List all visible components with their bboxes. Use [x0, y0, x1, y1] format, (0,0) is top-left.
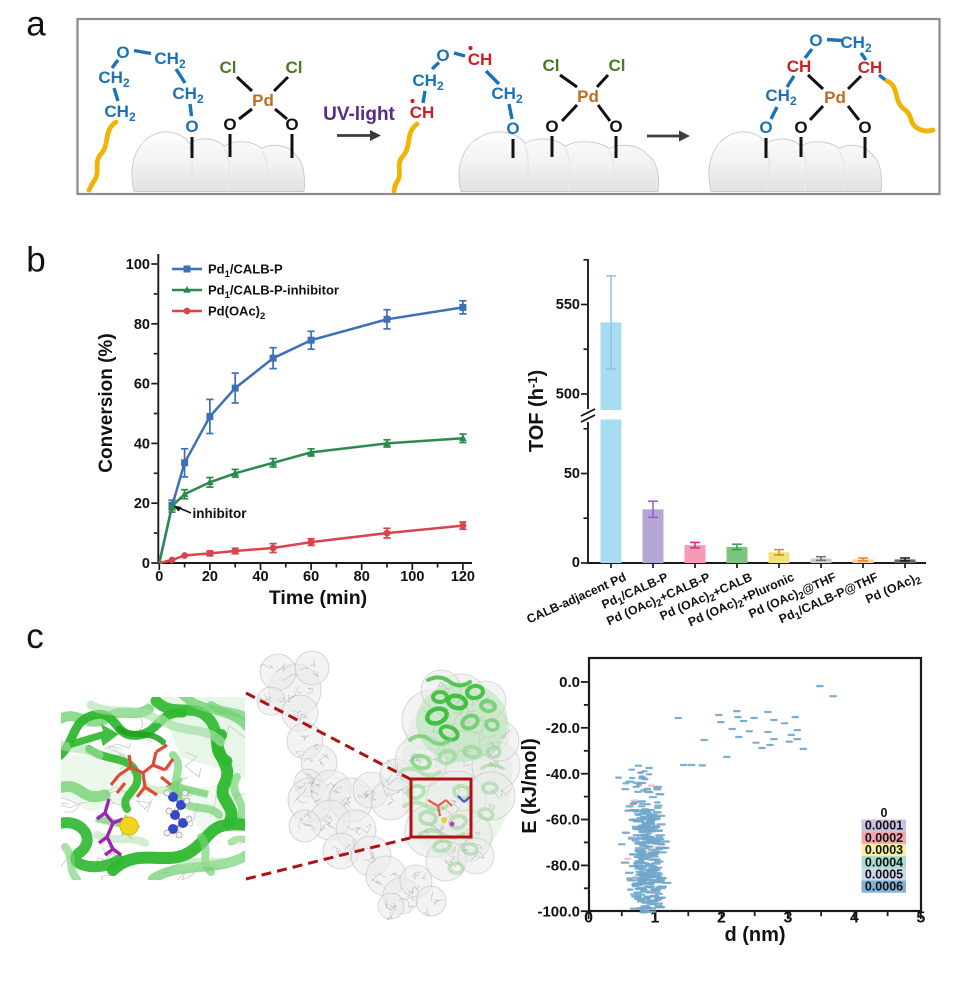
svg-text:CH2: CH2 — [98, 68, 130, 90]
svg-text:O: O — [116, 43, 129, 62]
svg-text:50: 50 — [564, 466, 580, 482]
svg-text:Pd1​/CALB-P-inhibitor: Pd1​/CALB-P-inhibitor — [208, 283, 339, 302]
svg-text:0.0: 0.0 — [559, 674, 580, 691]
svg-text:0.0003: 0.0003 — [865, 843, 903, 857]
svg-text:CH: CH — [468, 50, 493, 69]
svg-text:-80.0: -80.0 — [546, 858, 580, 875]
svg-text:0: 0 — [584, 910, 593, 927]
svg-text:0.0002: 0.0002 — [865, 831, 903, 845]
svg-text:3: 3 — [783, 910, 792, 927]
svg-text:40: 40 — [252, 569, 268, 585]
svg-text:Pd: Pd — [824, 88, 846, 107]
svg-text:0.0004: 0.0004 — [865, 855, 903, 869]
svg-text:60: 60 — [303, 569, 319, 585]
svg-text:500: 500 — [556, 387, 580, 403]
svg-text:O: O — [858, 118, 871, 137]
svg-text:c: c — [26, 617, 44, 656]
svg-text:Time (min): Time (min) — [269, 587, 367, 609]
svg-text:CH2: CH2 — [172, 84, 204, 106]
svg-text:0: 0 — [572, 555, 580, 571]
svg-text:Conversion (%): Conversion (%) — [96, 333, 117, 472]
svg-text:Cl: Cl — [609, 56, 626, 75]
svg-text:inhibitor: inhibitor — [193, 506, 248, 521]
svg-text:CH2: CH2 — [765, 86, 797, 108]
svg-text:UV-light: UV-light — [323, 104, 395, 125]
svg-text:a: a — [26, 5, 46, 44]
svg-text:20: 20 — [202, 569, 218, 585]
svg-text:80: 80 — [354, 569, 370, 585]
svg-text:60: 60 — [134, 377, 150, 393]
svg-text:-40.0: -40.0 — [546, 766, 580, 783]
svg-text:CH2: CH2 — [104, 102, 136, 124]
svg-text:CH2: CH2 — [154, 49, 186, 71]
svg-text:0: 0 — [142, 556, 150, 572]
svg-text:O: O — [794, 118, 807, 137]
svg-text:Pd: Pd — [252, 91, 274, 110]
svg-text:Cl: Cl — [286, 58, 303, 77]
svg-text:-100.0: -100.0 — [537, 903, 580, 920]
svg-text:550: 550 — [556, 297, 580, 313]
svg-text:CH2: CH2 — [491, 84, 523, 106]
svg-text:O: O — [545, 117, 558, 136]
svg-text:E (kJ/mol): E (kJ/mol) — [519, 738, 541, 834]
svg-text:120: 120 — [451, 569, 475, 585]
svg-text:-20.0: -20.0 — [546, 720, 580, 737]
svg-text:O: O — [609, 117, 622, 136]
svg-text:80: 80 — [134, 317, 150, 333]
svg-text:100: 100 — [400, 569, 424, 585]
svg-text:O: O — [436, 46, 449, 65]
svg-text:40: 40 — [134, 436, 150, 452]
svg-text:5: 5 — [916, 910, 925, 927]
svg-text:b: b — [26, 241, 45, 280]
svg-text:CH2: CH2 — [412, 71, 444, 93]
svg-text:100: 100 — [126, 257, 150, 273]
svg-text:0.0006: 0.0006 — [865, 880, 903, 894]
svg-text:O: O — [285, 115, 298, 134]
svg-text:Pd: Pd — [577, 87, 599, 106]
svg-text:O: O — [223, 115, 236, 134]
svg-text:CH: CH — [787, 57, 812, 76]
svg-text:CH2: CH2 — [840, 33, 872, 55]
svg-text:1: 1 — [651, 910, 660, 927]
svg-text:4: 4 — [850, 910, 859, 927]
svg-text:2: 2 — [717, 910, 726, 927]
svg-text:Cl: Cl — [543, 56, 560, 75]
svg-text:0: 0 — [155, 569, 163, 585]
svg-text:Pd(OAc)2​: Pd(OAc)2​ — [208, 304, 265, 323]
svg-text:0.0005: 0.0005 — [865, 868, 903, 882]
svg-text:0: 0 — [881, 806, 888, 820]
svg-text:-60.0: -60.0 — [546, 812, 580, 829]
svg-text:0.0001: 0.0001 — [865, 819, 903, 833]
svg-text:20: 20 — [134, 496, 150, 512]
svg-text:CH: CH — [858, 58, 883, 77]
svg-text:O: O — [185, 117, 198, 136]
svg-text:O: O — [809, 31, 822, 50]
svg-text:CH: CH — [410, 103, 435, 122]
svg-text:O: O — [506, 119, 519, 138]
svg-text:d (nm): d (nm) — [724, 924, 785, 946]
svg-text:Cl: Cl — [220, 58, 237, 77]
svg-text:O: O — [759, 118, 772, 137]
svg-text:TOF (h-1): TOF (h-1) — [525, 370, 548, 452]
